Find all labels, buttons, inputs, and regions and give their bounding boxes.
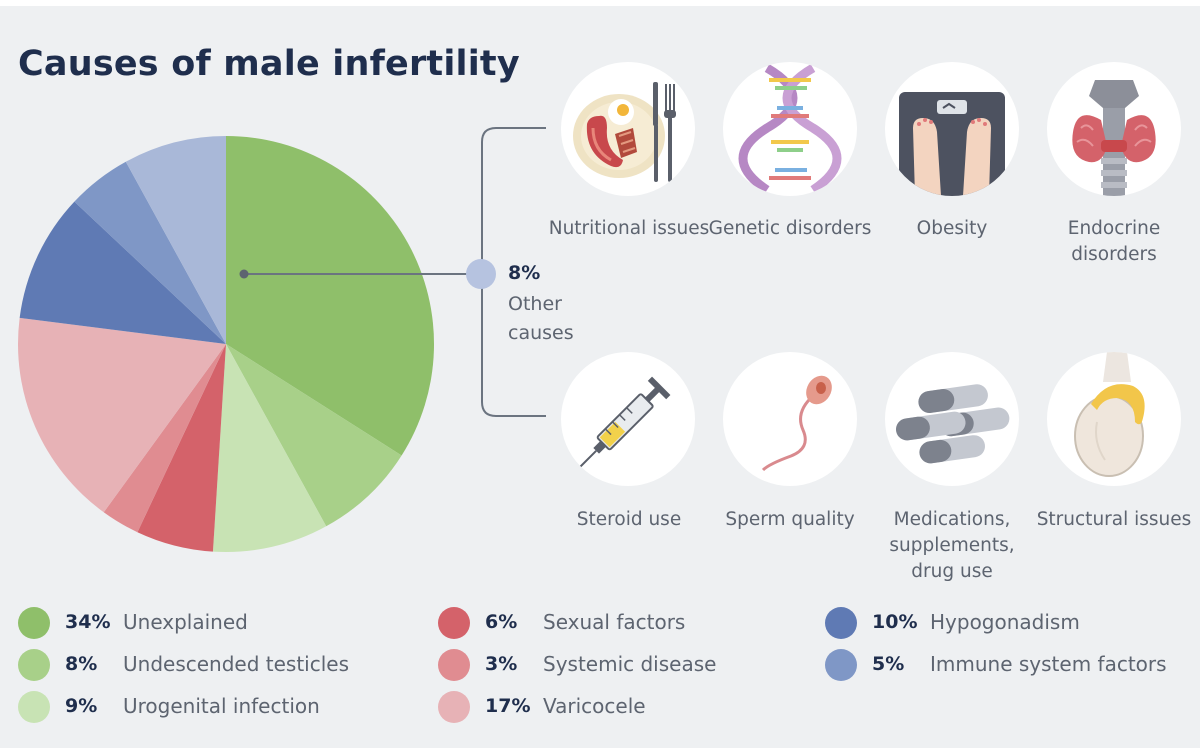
caption-medications: Medications, supplements, drug use [889, 509, 1015, 582]
caption-structural-issues: Structural issues [1036, 509, 1192, 530]
legend-label: Sexual factors [543, 610, 686, 634]
legend-swatch [438, 691, 470, 723]
page-title: Causes of male infertility [18, 44, 520, 84]
legend-percent: 8% [65, 653, 98, 675]
endocrine-disorders-circle [1047, 62, 1181, 196]
legend-label: Varicocele [543, 694, 646, 718]
pie-slice-sexual-factors [137, 344, 226, 552]
dna-icon [738, 64, 842, 194]
other-causes-percent: 8% [508, 262, 541, 284]
food-plate-icon [573, 82, 676, 182]
caption-obesity: Obesity [916, 218, 988, 239]
pie-slice-other-causes [125, 136, 226, 344]
medications-circle [885, 352, 1019, 486]
other-causes-label: Other causes [508, 293, 574, 344]
legend-percent: 3% [485, 653, 518, 675]
legend-label: Undescended testicles [123, 652, 350, 676]
scale-icon [899, 92, 1005, 196]
pills-icon [896, 384, 1010, 464]
legend-swatch [825, 607, 857, 639]
pie-slice-systemic-disease [103, 344, 226, 533]
callout-anchor-dot [239, 269, 249, 279]
legend-swatch [18, 691, 50, 723]
pie-slice-urogenital-infection [212, 344, 327, 552]
legend-percent: 34% [65, 611, 111, 633]
legend-swatch [438, 649, 470, 681]
legend-label: Hypogonadism [930, 610, 1080, 634]
caption-steroid-use: Steroid use [576, 509, 682, 530]
legend-swatch [18, 607, 50, 639]
structural-issues-circle [1047, 352, 1181, 486]
nutritional-issues-circle [561, 62, 695, 196]
caption-genetic-disorders: Genetic disorders [708, 218, 872, 239]
legend-percent: 17% [485, 695, 531, 717]
caption-nutritional-issues: Nutritional issues [548, 218, 710, 239]
sperm-icon [761, 375, 832, 472]
sperm-quality-circle [723, 352, 857, 486]
legend-swatch [18, 649, 50, 681]
obesity-circle [885, 62, 1019, 196]
caption-endocrine-disorders: Endocrine disorders [1067, 218, 1161, 265]
legend-percent: 5% [872, 653, 905, 675]
pie-slice-immune-system-factors [74, 161, 226, 344]
legend-label: Unexplained [123, 610, 248, 634]
legend-percent: 6% [485, 611, 518, 633]
legend-label: Immune system factors [930, 652, 1167, 676]
pie-slice-undescended-testicles [226, 344, 402, 527]
callout-node [466, 259, 496, 289]
legend-swatch [438, 607, 470, 639]
thyroid-icon [1072, 80, 1156, 196]
legend-label: Urogenital infection [123, 694, 320, 718]
legend-swatch [825, 649, 857, 681]
caption-sperm-quality: Sperm quality [725, 509, 855, 530]
steroid-use-circle [561, 352, 695, 486]
testicle-icon [1074, 352, 1145, 477]
pie-slice-unexplained [226, 136, 434, 456]
pie-slice-varicocele [17, 317, 226, 513]
legend-label: Systemic disease [543, 652, 717, 676]
pie-slice-hypogonadism [19, 201, 227, 344]
legend-percent: 10% [872, 611, 918, 633]
genetic-disorders-circle [723, 62, 857, 196]
syringe-icon [575, 376, 671, 472]
legend-percent: 9% [65, 695, 98, 717]
